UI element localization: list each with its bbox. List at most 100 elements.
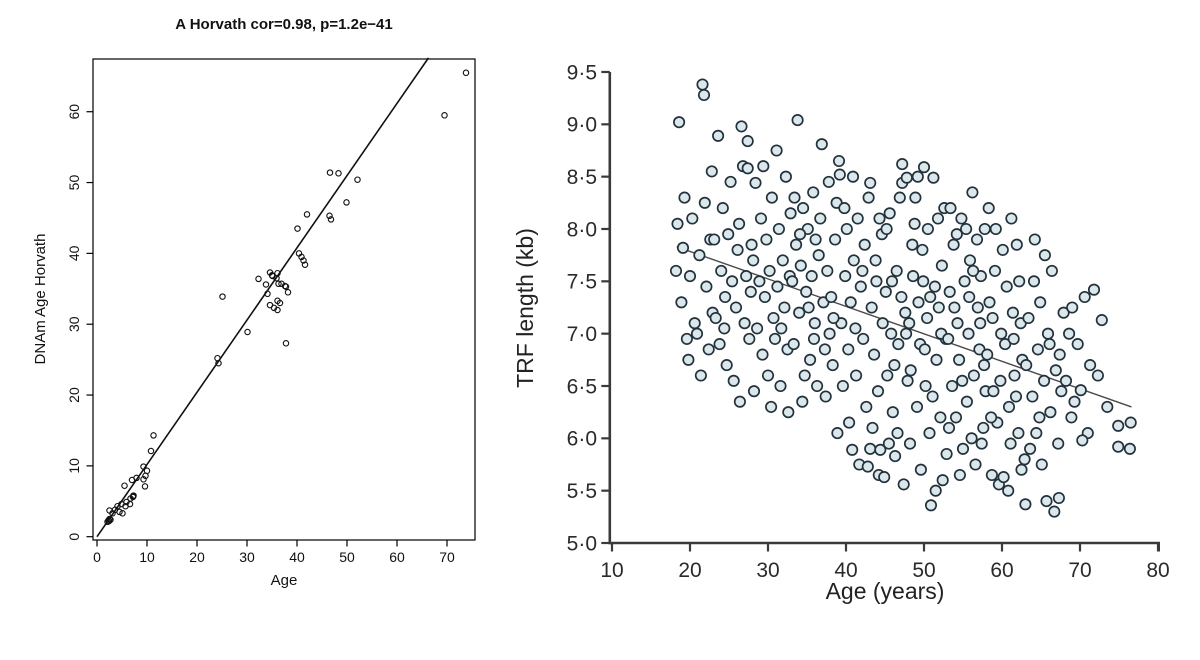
data-point (950, 228, 963, 241)
data-point (935, 259, 948, 272)
data-point (866, 421, 879, 434)
data-point (849, 322, 862, 335)
data-point (1038, 374, 1051, 387)
data-point (943, 285, 956, 298)
data-point (811, 379, 824, 393)
data-point (826, 359, 839, 372)
data-point (1052, 491, 1065, 505)
y-tick-label: 7·0 (567, 323, 597, 346)
data-point (983, 296, 996, 309)
data-point (1022, 311, 1035, 325)
y-tick-label: 5·0 (567, 532, 597, 555)
data-point (823, 327, 836, 340)
x-tick-label: 40 (289, 549, 305, 565)
data-point (985, 468, 998, 482)
data-point (829, 233, 842, 246)
data-point (1002, 400, 1016, 413)
data-point (1004, 437, 1017, 450)
trf-scatter-chart: 10 20 30 40 50 60 70 80 5·0 5·5 6·0 6·5 7·0 7·5 8·0 8·5… (480, 0, 1200, 660)
data-point (967, 264, 980, 277)
x-tick-label: 20 (678, 559, 701, 582)
data-point (244, 328, 251, 336)
data-point (753, 275, 766, 288)
x-tick-label: 30 (756, 559, 779, 582)
data-point (683, 270, 697, 283)
data-point (786, 275, 799, 288)
data-point (854, 280, 867, 293)
data-point (1055, 385, 1068, 398)
data-point (895, 290, 908, 304)
data-point (904, 364, 917, 377)
data-point (901, 374, 914, 387)
data-point (327, 216, 335, 223)
data-point (116, 508, 123, 516)
data-point (989, 222, 1002, 236)
data-point (890, 264, 903, 277)
data-point (1065, 411, 1078, 424)
data-point (930, 353, 943, 366)
y-tick-label: 30 (66, 316, 82, 332)
data-point (986, 311, 999, 325)
data-point (275, 280, 282, 288)
y-tick-label: 10 (66, 458, 82, 474)
data-point (782, 406, 795, 419)
data-point (987, 385, 1000, 398)
data-point (1038, 249, 1051, 262)
data-point (1044, 406, 1057, 419)
data-point (765, 400, 778, 413)
data-point (1030, 427, 1043, 440)
data-point (896, 158, 909, 171)
data-point (793, 306, 806, 319)
data-point (963, 290, 976, 304)
data-point (914, 463, 927, 476)
data-point (899, 306, 912, 319)
data-point (130, 492, 137, 499)
data-point (727, 374, 740, 387)
data-point (805, 270, 818, 283)
data-point (788, 191, 801, 204)
y-tick-label: 20 (66, 387, 82, 403)
data-point (808, 317, 821, 330)
data-point (712, 129, 725, 142)
data-point (790, 238, 803, 251)
data-point (765, 191, 778, 204)
data-point (1057, 306, 1070, 319)
data-point (924, 499, 938, 512)
data-point (862, 191, 875, 204)
data-point (932, 301, 945, 314)
data-point (1013, 275, 1026, 288)
data-point (697, 88, 711, 102)
trf-y-axis-label: TRF length (kb) (512, 228, 538, 388)
data-point (1002, 484, 1015, 497)
data-point (1091, 369, 1104, 382)
y-tick-label: 50 (66, 175, 82, 191)
data-point (696, 78, 709, 91)
trf-x-axis-label: Age (years) (825, 578, 945, 604)
data-point (694, 369, 707, 382)
data-point (147, 447, 155, 455)
data-point (893, 191, 906, 204)
data-point (354, 176, 361, 183)
data-point (919, 379, 932, 393)
regression-line (676, 246, 1132, 408)
data-point (741, 135, 754, 148)
data-point (724, 175, 737, 188)
data-point (1010, 238, 1023, 251)
data-point (1020, 359, 1033, 372)
x-tick-label: 50 (339, 549, 355, 565)
horvath-plot-svg: 0 10 20 30 40 50 60 70 0 10 20 30 40 50 60 (66, 57, 476, 565)
x-tick-label: 60 (990, 559, 1013, 582)
y-tick-label: 7·5 (567, 271, 597, 294)
data-point (274, 306, 281, 314)
data-point (869, 254, 882, 267)
data-point (150, 432, 157, 439)
y-tick-label: 6·0 (567, 428, 597, 451)
data-point (796, 395, 809, 408)
data-point (1048, 505, 1061, 518)
data-point (907, 270, 920, 283)
data-point (1123, 442, 1136, 455)
data-point (758, 290, 771, 304)
data-point (956, 374, 969, 387)
data-point (682, 353, 695, 366)
